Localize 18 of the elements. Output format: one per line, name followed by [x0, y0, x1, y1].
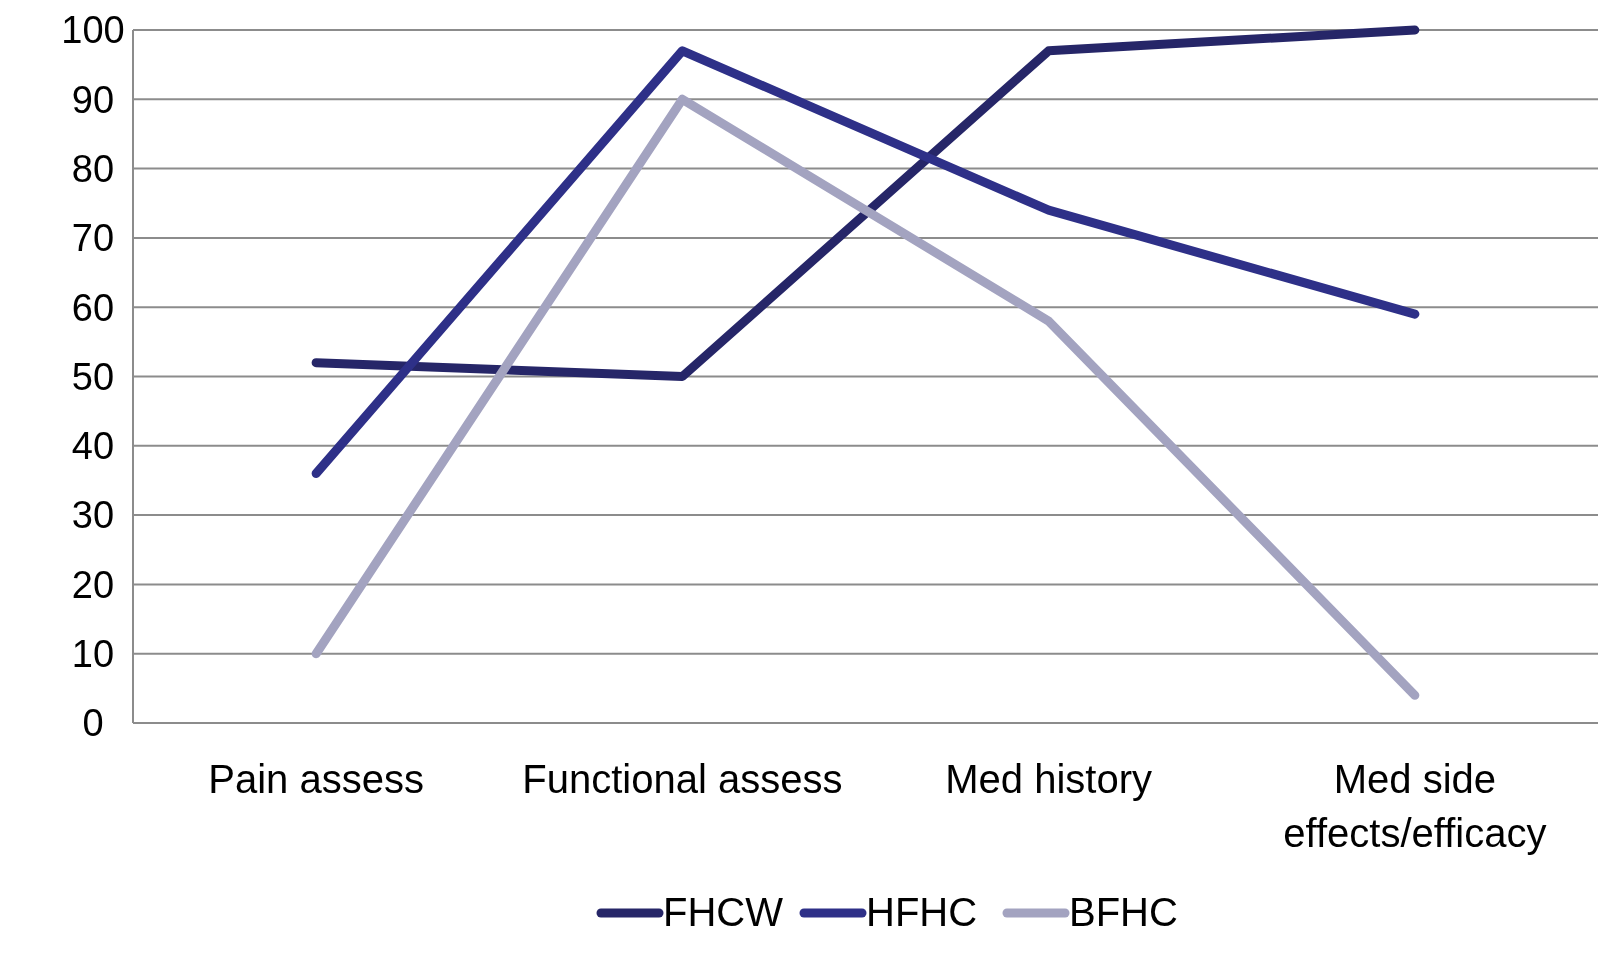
- y-tick-label: 30: [71, 494, 115, 537]
- x-tick-label: Functional assess: [522, 757, 843, 801]
- legend-label: HFHC: [866, 890, 978, 934]
- x-tick-label: Pain assess: [208, 757, 424, 801]
- y-tick-label: 20: [71, 563, 115, 606]
- legend-label: FHCW: [663, 890, 784, 934]
- y-tick-label: 90: [71, 78, 115, 121]
- y-tick-label: 10: [71, 633, 115, 675]
- y-tick-label: 60: [71, 286, 115, 329]
- y-tick-label: 50: [71, 355, 115, 398]
- x-tick-label: Med history: [945, 757, 1152, 801]
- y-tick-label: 40: [71, 425, 115, 468]
- y-tick-label: 0: [82, 702, 104, 745]
- y-tick-label: 100: [61, 9, 125, 52]
- x-tick-label: Med side effects/efficacy: [1283, 757, 1547, 855]
- legend-label: BFHC: [1069, 890, 1178, 934]
- y-tick-label: 80: [71, 147, 115, 190]
- y-tick-label: 70: [71, 217, 115, 260]
